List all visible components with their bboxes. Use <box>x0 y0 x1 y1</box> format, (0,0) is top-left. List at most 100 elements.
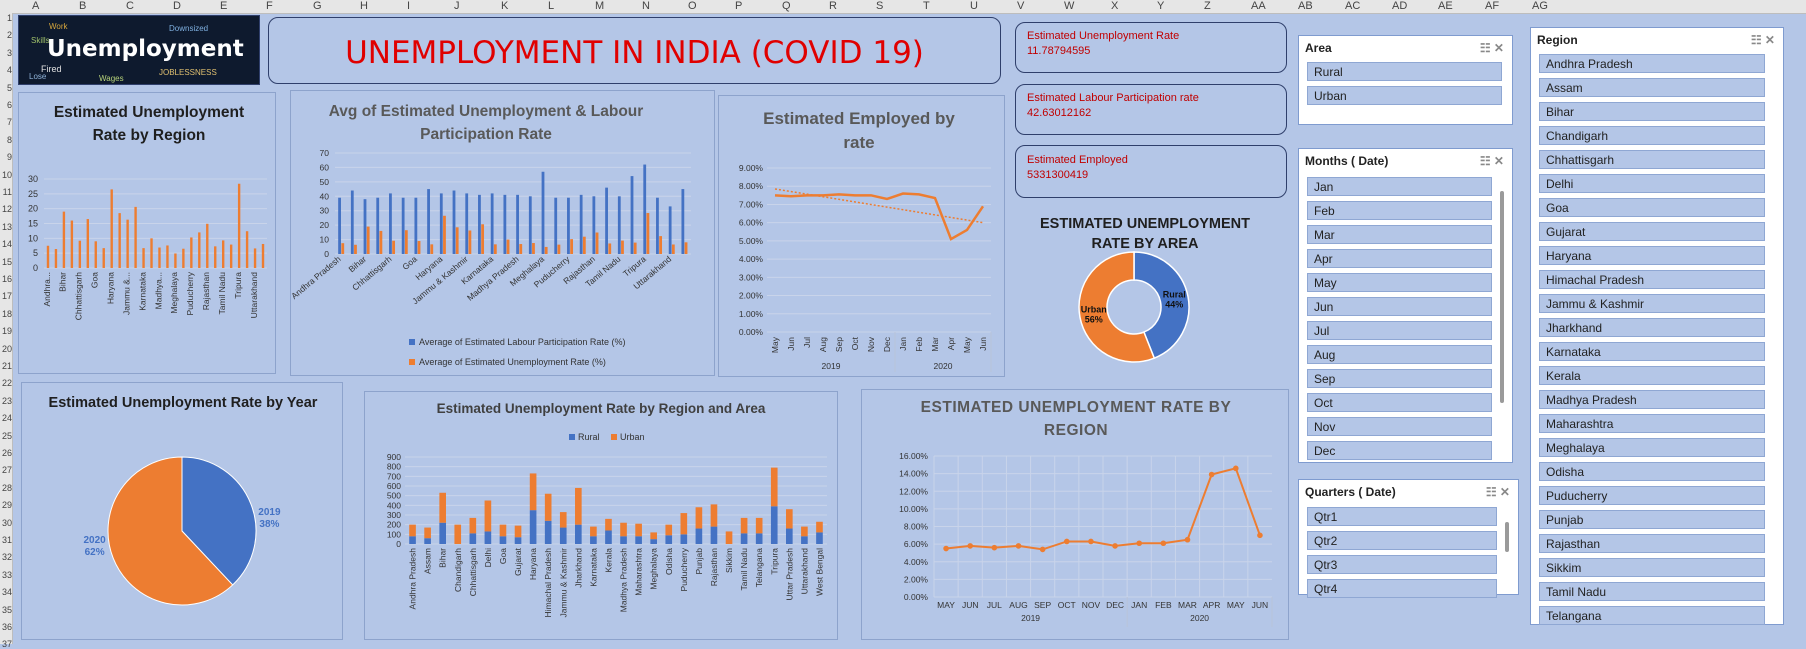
slicer-item-bihar[interactable]: Bihar <box>1539 102 1765 121</box>
slicer-item-qtr3[interactable]: Qtr3 <box>1307 555 1497 574</box>
slicer-item-assam[interactable]: Assam <box>1539 78 1765 97</box>
row-header-17[interactable]: 17 <box>1 291 12 302</box>
row-header-9[interactable]: 9 <box>6 152 12 163</box>
row-header-28[interactable]: 28 <box>1 482 12 493</box>
slicer-item-tamil-nadu[interactable]: Tamil Nadu <box>1539 582 1765 601</box>
months-scrollbar[interactable] <box>1500 191 1504 403</box>
column-header-C[interactable]: C <box>126 0 134 12</box>
column-header-B[interactable]: B <box>79 0 87 12</box>
slicer-item-urban[interactable]: Urban <box>1307 86 1502 105</box>
row-header-30[interactable]: 30 <box>1 517 12 528</box>
column-header-D[interactable]: D <box>173 0 181 12</box>
column-header-H[interactable]: H <box>360 0 368 12</box>
column-header-AA[interactable]: AA <box>1251 0 1266 12</box>
row-header-34[interactable]: 34 <box>1 587 12 598</box>
row-header-5[interactable]: 5 <box>6 82 12 93</box>
slicer-item-jharkhand[interactable]: Jharkhand <box>1539 318 1765 337</box>
slicer-item-delhi[interactable]: Delhi <box>1539 174 1765 193</box>
row-header-29[interactable]: 29 <box>1 500 12 511</box>
column-header-E[interactable]: E <box>220 0 228 12</box>
column-header-AB[interactable]: AB <box>1298 0 1313 12</box>
slicer-item-andhra-pradesh[interactable]: Andhra Pradesh <box>1539 54 1765 73</box>
slicer-item-kerala[interactable]: Kerala <box>1539 366 1765 385</box>
row-header-6[interactable]: 6 <box>6 100 12 110</box>
column-header-AE[interactable]: AE <box>1438 0 1453 12</box>
slicer-item-punjab[interactable]: Punjab <box>1539 510 1765 529</box>
row-header-31[interactable]: 31 <box>1 535 12 545</box>
row-header-36[interactable]: 36 <box>1 622 12 632</box>
slicer-item-jun[interactable]: Jun <box>1307 297 1492 316</box>
column-header-L[interactable]: L <box>548 0 555 12</box>
row-header-1[interactable]: 1 <box>6 13 12 23</box>
row-header-14[interactable]: 14 <box>1 239 12 250</box>
row-header-19[interactable]: 19 <box>1 326 12 337</box>
column-header-G[interactable]: G <box>313 0 322 12</box>
row-header-7[interactable]: 7 <box>6 117 12 128</box>
column-header-F[interactable]: F <box>266 0 273 12</box>
row-header-8[interactable]: 8 <box>6 134 12 145</box>
row-header-10[interactable]: 10 <box>1 169 12 180</box>
slicer-item-dec[interactable]: Dec <box>1307 441 1492 460</box>
slicer-item-puducherry[interactable]: Puducherry <box>1539 486 1765 505</box>
row-header-16[interactable]: 16 <box>1 274 12 284</box>
row-header-35[interactable]: 35 <box>1 604 12 615</box>
row-header-20[interactable]: 20 <box>1 343 12 354</box>
slicer-filter-icons[interactable]: ☷ ✕ <box>1479 41 1504 55</box>
slicer-item-qtr1[interactable]: Qtr1 <box>1307 507 1497 526</box>
slicer-item-himachal-pradesh[interactable]: Himachal Pradesh <box>1539 270 1765 289</box>
row-header-21[interactable]: 21 <box>1 361 12 371</box>
slicer-item-mar[interactable]: Mar <box>1307 225 1492 244</box>
slicer-item-gujarat[interactable]: Gujarat <box>1539 222 1765 241</box>
months-slicer[interactable]: Months ( Date) ☷ ✕ Jan Feb Mar Apr May Jun Jul A… <box>1298 148 1513 463</box>
slicer-item-telangana[interactable]: Telangana <box>1539 606 1765 625</box>
row-header-22[interactable]: 22 <box>1 378 12 389</box>
column-header-AF[interactable]: AF <box>1485 0 1500 12</box>
area-slicer[interactable]: Area ☷ ✕ Rural Urban <box>1298 35 1513 125</box>
region-slicer[interactable]: Region ☷ ✕ Andhra Pradesh Assam Bihar Chandi… <box>1530 27 1784 625</box>
slicer-item-jul[interactable]: Jul <box>1307 321 1492 340</box>
slicer-item-aug[interactable]: Aug <box>1307 345 1492 364</box>
column-header-Z[interactable]: Z <box>1204 0 1211 12</box>
column-header-Q[interactable]: Q <box>782 0 791 12</box>
row-header-37[interactable]: 37 <box>1 639 12 649</box>
slicer-item-maharashtra[interactable]: Maharashtra <box>1539 414 1765 433</box>
slicer-item-madhya-pradesh[interactable]: Madhya Pradesh <box>1539 390 1765 409</box>
slicer-item-jammu-kashmir[interactable]: Jammu & Kashmir <box>1539 294 1765 313</box>
column-header-A[interactable]: A <box>32 0 40 12</box>
column-header-U[interactable]: U <box>970 0 978 12</box>
slicer-item-jan[interactable]: Jan <box>1307 177 1492 196</box>
column-header-AD[interactable]: AD <box>1392 0 1408 12</box>
column-header-N[interactable]: N <box>642 0 650 12</box>
column-header-AG[interactable]: AG <box>1532 0 1548 12</box>
column-header-Y[interactable]: Y <box>1157 0 1165 12</box>
slicer-item-odisha[interactable]: Odisha <box>1539 462 1765 481</box>
slicer-item-oct[interactable]: Oct <box>1307 393 1492 412</box>
row-header-24[interactable]: 24 <box>1 413 12 424</box>
slicer-item-goa[interactable]: Goa <box>1539 198 1765 217</box>
slicer-filter-icons[interactable]: ☷ ✕ <box>1750 33 1775 47</box>
column-header-J[interactable]: J <box>454 0 460 12</box>
slicer-item-nov[interactable]: Nov <box>1307 417 1492 436</box>
row-header-15[interactable]: 15 <box>1 256 12 267</box>
column-header-I[interactable]: I <box>407 0 411 12</box>
column-header-P[interactable]: P <box>735 0 743 12</box>
slicer-item-meghalaya[interactable]: Meghalaya <box>1539 438 1765 457</box>
slicer-item-sikkim[interactable]: Sikkim <box>1539 558 1765 577</box>
slicer-item-rural[interactable]: Rural <box>1307 62 1502 81</box>
row-header-18[interactable]: 18 <box>1 308 12 319</box>
row-header-12[interactable]: 12 <box>1 204 12 215</box>
row-header-11[interactable]: 11 <box>2 187 12 197</box>
row-header-33[interactable]: 33 <box>1 569 12 580</box>
row-header-23[interactable]: 23 <box>1 395 12 406</box>
slicer-item-rajasthan[interactable]: Rajasthan <box>1539 534 1765 553</box>
column-header-S[interactable]: S <box>876 0 884 12</box>
slicer-item-chhattisgarh[interactable]: Chhattisgarh <box>1539 150 1765 169</box>
slicer-item-may[interactable]: May <box>1307 273 1492 292</box>
row-header-32[interactable]: 32 <box>1 552 12 563</box>
slicer-item-karnataka[interactable]: Karnataka <box>1539 342 1765 361</box>
row-header-26[interactable]: 26 <box>1 448 12 458</box>
quarters-slicer[interactable]: Quarters ( Date) ☷ ✕ Qtr1 Qtr2 Qtr3 Qtr4 <box>1298 479 1519 598</box>
column-header-W[interactable]: W <box>1064 0 1075 12</box>
row-header-3[interactable]: 3 <box>6 47 12 58</box>
row-header-2[interactable]: 2 <box>6 30 12 41</box>
